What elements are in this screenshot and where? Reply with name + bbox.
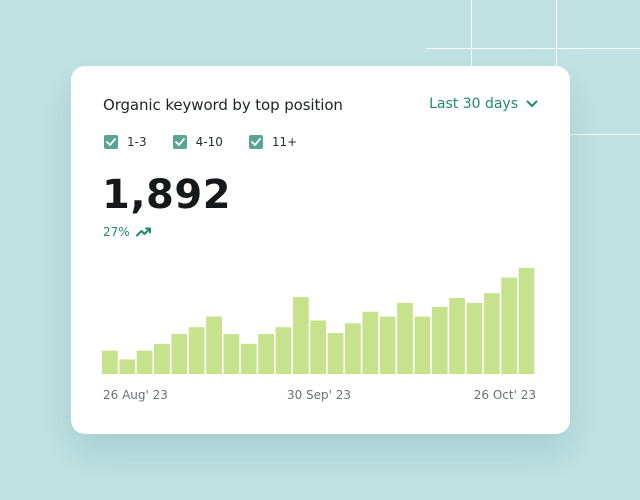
bar [431,306,448,374]
bar [171,334,188,374]
bar [154,343,170,374]
bar [518,267,535,374]
bar [449,298,465,374]
legend-label: 11+ [271,135,298,149]
legend-item-1-3[interactable]: 1-3 [104,135,147,149]
x-tick-label: 26 Aug' 23 [103,388,168,402]
bar [136,350,153,374]
bar [466,302,483,374]
decorative-grid-line [426,48,640,49]
x-axis-ticks: 26 Aug' 23 30 Sep' 23 26 Oct' 23 [103,388,536,402]
bar [275,327,292,374]
trend-change: 27% [103,225,152,239]
bar [483,293,500,374]
chevron-down-icon [526,100,538,107]
date-range-label: Last 30 days [429,96,518,112]
keyword-card: Organic keyword by top position Last 30 … [71,66,570,434]
bar [240,343,257,374]
keyword-total: 1,892 [102,172,232,218]
bar [258,334,274,374]
checkbox-checked-icon[interactable] [104,135,118,149]
bar [379,316,396,374]
x-tick-label: 30 Sep' 23 [287,388,351,402]
checkbox-checked-icon[interactable] [172,135,187,149]
bar [292,297,309,374]
date-range-dropdown[interactable]: Last 30 days [429,96,538,112]
legend: 1-3 4-10 11+ [104,135,297,149]
bar [414,316,431,374]
decorative-grid-line [471,0,472,66]
legend-label: 1-3 [127,135,147,149]
bar [310,320,327,374]
bar [327,333,344,374]
bar [345,323,361,374]
bar [119,359,136,374]
bar [501,277,518,374]
checkbox-checked-icon[interactable] [248,135,263,149]
keyword-bar-chart: 26 Aug' 23 30 Sep' 23 26 Oct' 23 [102,267,536,402]
bar [188,327,205,374]
legend-item-11-plus[interactable]: 11+ [248,135,298,149]
bar [223,334,240,374]
bar [397,302,413,374]
trend-percent: 27% [103,225,130,239]
bar [362,311,379,374]
trend-up-icon [135,227,151,237]
bar-group [102,267,535,374]
legend-label: 4-10 [195,135,223,149]
card-title: Organic keyword by top position [103,96,343,114]
bar [206,316,222,374]
x-tick-label: 26 Oct' 23 [474,388,536,402]
legend-item-4-10[interactable]: 4-10 [172,135,223,149]
decorative-grid-line [556,0,557,66]
bar [102,350,118,374]
